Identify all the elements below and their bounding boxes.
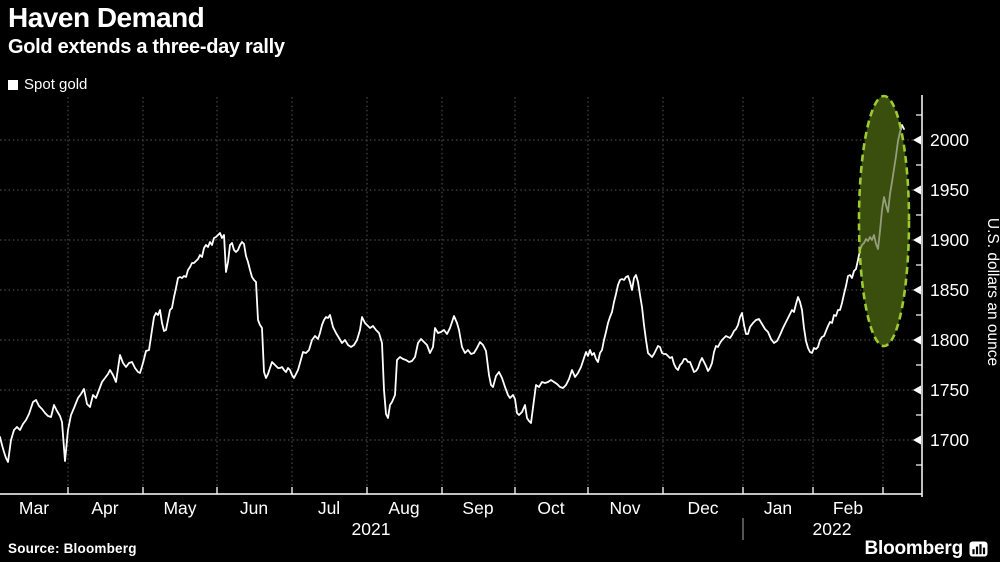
- axis-label: 1800: [930, 330, 969, 350]
- axis-label: Aug: [388, 498, 419, 518]
- bloomberg-wordmark: Bloomberg: [864, 538, 964, 559]
- legend-label: Spot gold: [24, 76, 88, 93]
- legend-swatch-icon: [8, 79, 18, 90]
- axis-label: Mar: [19, 498, 49, 518]
- axis-label: 1750: [930, 380, 969, 400]
- axis-label: Feb: [833, 498, 863, 518]
- axis-label: U.S. dollars an ounce: [984, 218, 1000, 366]
- axis-label: 2022: [813, 519, 852, 539]
- axis-label: Apr: [91, 498, 118, 518]
- axis-label: 1900: [930, 230, 969, 250]
- y-tick-arrow: [913, 385, 921, 395]
- axis-label: 1700: [930, 430, 969, 450]
- chart-title: Haven Demand: [8, 2, 205, 33]
- y-tick-arrow: [913, 235, 921, 245]
- spot-gold-line: [0, 124, 905, 463]
- y-tick-arrow: [913, 185, 921, 195]
- axis-label: Nov: [609, 498, 640, 518]
- axis-label: Jul: [318, 498, 340, 518]
- axis-label: Sep: [462, 498, 493, 518]
- bloomberg-logo: Bloomberg: [865, 538, 988, 560]
- source-attribution: Source: Bloomberg: [8, 541, 137, 556]
- axis-label: 2000: [930, 130, 969, 150]
- axis-label: Oct: [537, 498, 564, 518]
- rally-highlight-ellipse-border: [857, 94, 911, 348]
- axis-label: Jan: [764, 498, 792, 518]
- bloomberg-chart-icon: [969, 541, 988, 556]
- axis-label: 1850: [930, 280, 969, 300]
- axis-label: 1950: [930, 180, 969, 200]
- y-tick-arrow: [913, 335, 921, 345]
- y-tick-arrow: [913, 435, 921, 445]
- y-tick-arrow: [913, 285, 921, 295]
- axis-label: Jun: [240, 498, 268, 518]
- rally-highlight-ellipse-overlay: [859, 96, 909, 346]
- axis-label: May: [163, 498, 196, 518]
- y-tick-arrow: [913, 135, 921, 145]
- axis-label: 2021: [352, 519, 391, 539]
- legend: Spot gold: [8, 76, 87, 93]
- chart-subtitle: Gold extends a three-day rally: [8, 36, 285, 58]
- axis-label: Dec: [687, 498, 718, 518]
